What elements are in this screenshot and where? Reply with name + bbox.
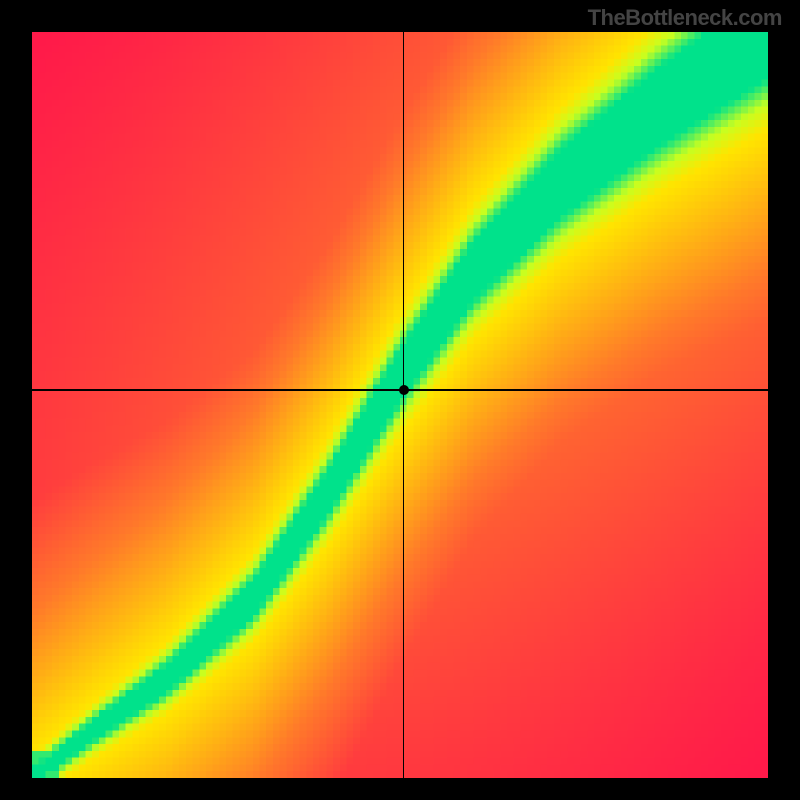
crosshair-vertical — [403, 32, 405, 778]
data-point-marker — [399, 385, 409, 395]
watermark-text: TheBottleneck.com — [588, 5, 782, 31]
heatmap-canvas — [32, 32, 768, 778]
chart-frame: TheBottleneck.com — [0, 0, 800, 800]
